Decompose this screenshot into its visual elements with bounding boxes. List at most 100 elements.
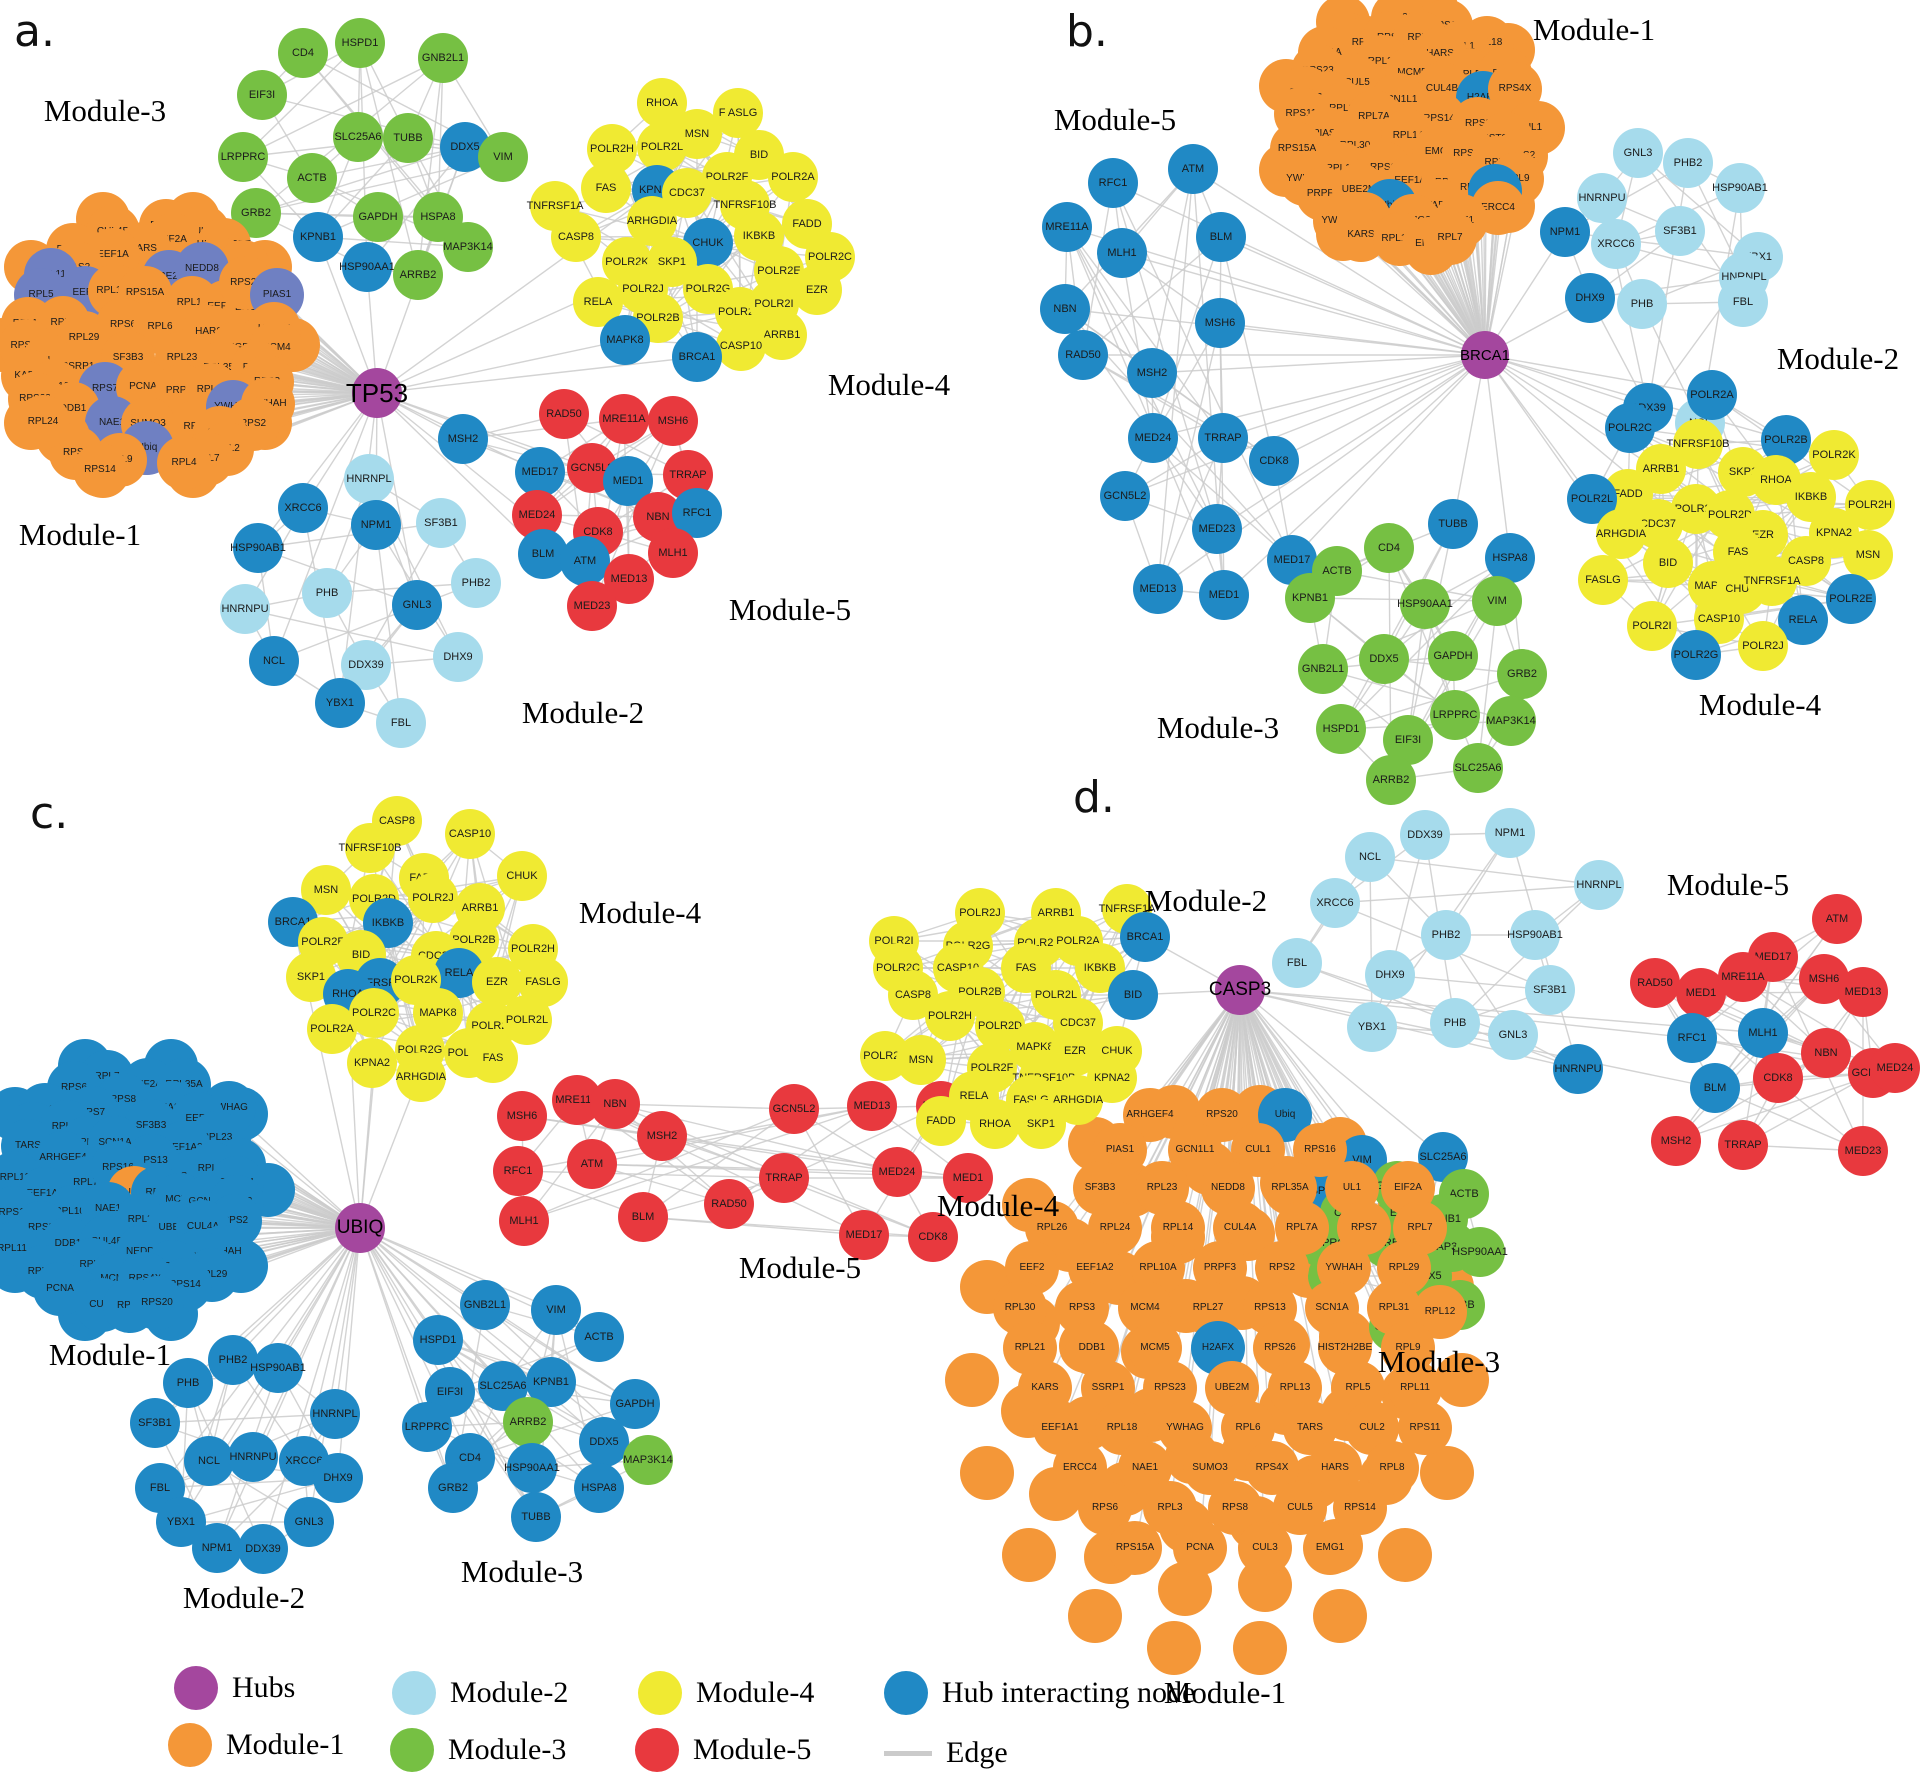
node-tubb[interactable]: TUBB	[511, 1492, 561, 1542]
node-nbn[interactable]: NBN	[1040, 284, 1090, 334]
node-rps14[interactable]: RPS14	[73, 443, 127, 497]
node-kpna2[interactable]: KPNA2	[347, 1038, 397, 1088]
node-lrpprc[interactable]: LRPPRC	[402, 1402, 452, 1452]
node-phb2[interactable]: PHB2	[1663, 138, 1713, 188]
node-fbl[interactable]: FBL	[376, 698, 426, 748]
node-rps15a[interactable]: RPS15A	[1108, 1521, 1162, 1575]
node-ddx5[interactable]: DDX5	[1359, 634, 1409, 684]
node-rfc1[interactable]: RFC1	[1667, 1013, 1717, 1063]
node-rpl7[interactable]: RPL7	[1423, 211, 1477, 265]
node-fadd[interactable]: FADD	[916, 1096, 966, 1146]
node-npm1[interactable]: NPM1	[351, 500, 401, 550]
node-ezr[interactable]: EZR	[792, 265, 842, 315]
node-polr2l[interactable]: POLR2L	[637, 122, 687, 172]
node-hnrnpl[interactable]: HNRNPL	[310, 1389, 360, 1439]
node-dhx9[interactable]: DHX9	[433, 632, 483, 682]
node-hspa8[interactable]: HSPA8	[574, 1463, 624, 1513]
node-fas[interactable]: FAS	[468, 1033, 518, 1083]
node-trrap[interactable]: TRRAP	[759, 1153, 809, 1203]
node-msh2[interactable]: MSH2	[1127, 348, 1177, 398]
node-dhx9[interactable]: DHX9	[1565, 273, 1615, 323]
node-med23[interactable]: MED23	[1838, 1126, 1888, 1176]
node-faslg[interactable]: FASLG	[1578, 555, 1628, 605]
node-pcna[interactable]: PCNA	[33, 1262, 87, 1316]
node-casp8[interactable]: CASP8	[372, 796, 422, 846]
node-npm1[interactable]: NPM1	[1485, 808, 1535, 858]
node-med13[interactable]: MED13	[1133, 564, 1183, 614]
node-arrb2[interactable]: ARRB2	[503, 1397, 553, 1447]
node-polr2k[interactable]: POLR2K	[1809, 430, 1859, 480]
node-atm[interactable]: ATM	[1812, 894, 1862, 944]
node-rfc1[interactable]: RFC1	[493, 1146, 543, 1196]
node-msh6[interactable]: MSH6	[497, 1091, 547, 1141]
node-trrap[interactable]: TRRAP	[1198, 413, 1248, 463]
node-hnrnpu[interactable]: HNRNPU	[1577, 173, 1627, 223]
node-nbn[interactable]: NBN	[590, 1079, 640, 1129]
node-polr2e[interactable]: POLR2E	[1826, 574, 1876, 624]
node-cd4[interactable]: CD4	[1364, 523, 1414, 573]
node-phb2[interactable]: PHB2	[1421, 910, 1471, 960]
node-med23[interactable]: MED23	[1192, 504, 1242, 554]
node-polr2i[interactable]: POLR2I	[1627, 601, 1677, 651]
node-rad50[interactable]: RAD50	[539, 389, 589, 439]
node-arrb2[interactable]: ARRB2	[393, 250, 443, 300]
node-actb[interactable]: ACTB	[574, 1312, 624, 1362]
node-polr2j[interactable]: POLR2J	[1738, 621, 1788, 671]
node-hnrnpu[interactable]: HNRNPU	[1553, 1044, 1603, 1094]
node-ncl[interactable]: NCL	[184, 1436, 234, 1486]
node-cdk8[interactable]: CDK8	[1249, 436, 1299, 486]
node-cul5[interactable]: CUL5	[1273, 1481, 1327, 1535]
node-polr2a[interactable]: POLR2A	[1687, 370, 1737, 420]
node-map3k14[interactable]: MAP3K14	[623, 1435, 673, 1485]
node-hsp90aa1[interactable]: HSP90AA1	[339, 242, 395, 292]
node-fadd[interactable]: FADD	[782, 199, 832, 249]
node-mapk8[interactable]: MAPK8	[600, 315, 650, 365]
node-mre11a[interactable]: MRE11A	[1042, 202, 1092, 252]
node-vim[interactable]: VIM	[1472, 576, 1522, 626]
node-hspd1[interactable]: HSPD1	[1316, 704, 1366, 754]
node-blm[interactable]: BLM	[518, 529, 568, 579]
node-xrcc6[interactable]: XRCC6	[1591, 219, 1641, 269]
node-mlh1[interactable]: MLH1	[499, 1196, 549, 1246]
node-grb2[interactable]: GRB2	[428, 1463, 478, 1513]
node-nbn[interactable]: NBN	[1801, 1028, 1851, 1078]
node-gnl3[interactable]: GNL3	[1488, 1010, 1538, 1060]
node-hnrnpu[interactable]: HNRNPU	[220, 584, 270, 634]
node-hspd1[interactable]: HSPD1	[335, 18, 385, 68]
node-med1[interactable]: MED1	[1676, 968, 1726, 1018]
node-cdk8[interactable]: CDK8	[908, 1212, 958, 1262]
node-polr2j[interactable]: POLR2J	[408, 873, 458, 923]
node-chuk[interactable]: CHUK	[497, 851, 547, 901]
node-msh6[interactable]: MSH6	[648, 396, 698, 446]
node-gnb2l1[interactable]: GNB2L1	[418, 33, 468, 83]
node-rad50[interactable]: RAD50	[704, 1179, 754, 1229]
node-gnl3[interactable]: GNL3	[284, 1497, 334, 1547]
node-gcn5l2[interactable]: GCN5L2	[1100, 471, 1150, 521]
node-casp10[interactable]: CASP10	[445, 809, 495, 859]
node-polr2a[interactable]: POLR2A	[768, 152, 818, 202]
node-casp10[interactable]: CASP10	[716, 321, 766, 371]
node-rpl24[interactable]: RPL24	[16, 395, 70, 449]
node-map3k14[interactable]: MAP3K14	[443, 222, 493, 272]
node-rps6[interactable]: RPS6	[1078, 1481, 1132, 1535]
node-ncl[interactable]: NCL	[249, 636, 299, 686]
node-med1[interactable]: MED1	[1199, 570, 1249, 620]
node-arhgdia[interactable]: ARHGDIA	[1596, 509, 1646, 559]
node-lrpprc[interactable]: LRPPRC	[1430, 690, 1480, 740]
node-sf3b1[interactable]: SF3B1	[1655, 206, 1705, 256]
node-ybx1[interactable]: YBX1	[315, 678, 365, 728]
node-slc25a6[interactable]: SLC25A6	[333, 112, 383, 162]
node-med23[interactable]: MED23	[567, 581, 617, 631]
node-msh2[interactable]: MSH2	[1651, 1116, 1701, 1166]
node-gapdh[interactable]: GAPDH	[1428, 631, 1478, 681]
node-med24[interactable]: MED24	[872, 1147, 922, 1197]
node-mlh1[interactable]: MLH1	[648, 528, 698, 578]
node-blm[interactable]: BLM	[1690, 1063, 1740, 1113]
node-blm[interactable]: BLM	[618, 1192, 668, 1242]
node-rpl4[interactable]: RPL4	[157, 436, 211, 490]
node-polr2g[interactable]: POLR2G	[1671, 630, 1721, 680]
node-xrcc6[interactable]: XRCC6	[278, 483, 328, 533]
node-phb[interactable]: PHB	[1430, 998, 1480, 1048]
node-rhoa[interactable]: RHOA	[970, 1099, 1020, 1149]
node-mre11a[interactable]: MRE11A	[1718, 952, 1768, 1002]
